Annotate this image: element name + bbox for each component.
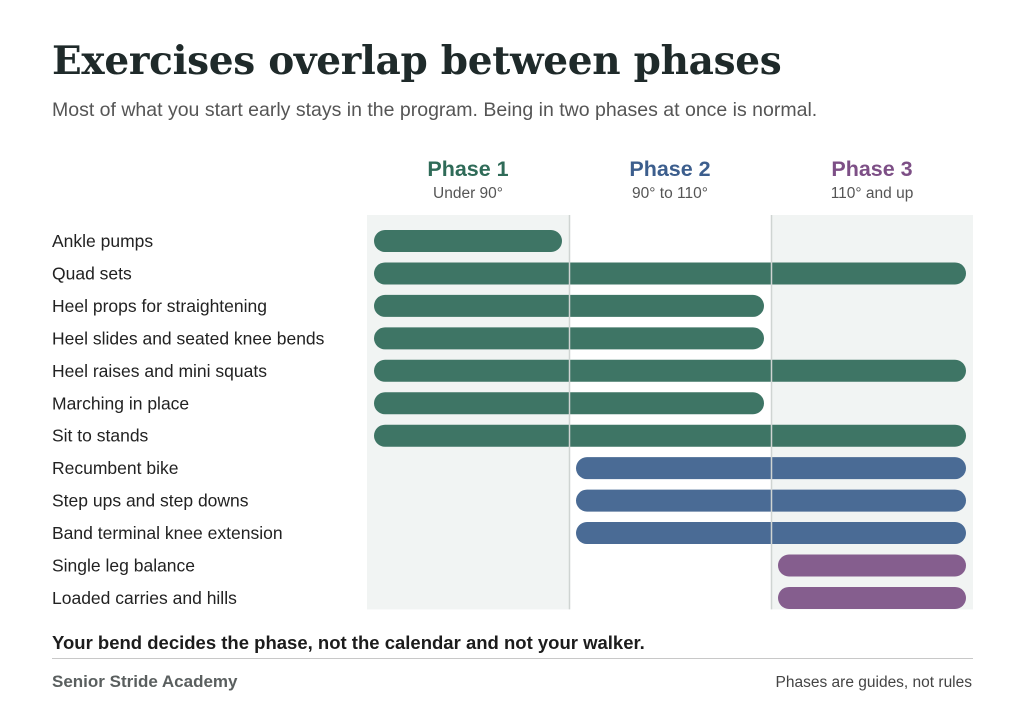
exercise-label: Heel slides and seated knee bends <box>52 328 325 348</box>
exercise-label: Quad sets <box>52 263 132 283</box>
footer-note: Your bend decides the phase, not the cal… <box>52 632 645 653</box>
exercise-label: Step ups and step downs <box>52 491 249 511</box>
exercise-bar <box>374 424 966 447</box>
phase-range-label-1: Under 90° <box>433 185 503 202</box>
exercise-bar <box>778 554 966 577</box>
exercise-bar <box>374 262 966 285</box>
phase-range-label-2: 90° to 110° <box>632 185 708 202</box>
exercise-bar <box>374 230 562 252</box>
exercise-label: Heel props for straightening <box>52 296 267 316</box>
page-title: Exercises overlap between phases <box>52 38 782 84</box>
footer-tagline: Phases are guides, not rules <box>775 674 972 691</box>
exercise-bar <box>374 359 966 382</box>
exercise-label: Band terminal knee extension <box>52 523 283 543</box>
phase-range-label-3: 110° and up <box>831 185 914 202</box>
exercise-label: Ankle pumps <box>52 231 153 251</box>
phase-header-3: Phase 3 <box>831 157 912 181</box>
exercise-label: Sit to stands <box>52 426 149 446</box>
brand-name: Senior Stride Academy <box>52 672 238 691</box>
exercise-label: Heel raises and mini squats <box>52 361 267 381</box>
exercise-label: Recumbent bike <box>52 458 178 478</box>
exercise-label: Loaded carries and hills <box>52 588 237 608</box>
exercise-label: Marching in place <box>52 393 189 413</box>
phase-header-1: Phase 1 <box>427 157 508 181</box>
page-subtitle: Most of what you start early stays in th… <box>52 99 818 121</box>
phase-header-2: Phase 2 <box>629 157 710 181</box>
exercise-label: Single leg balance <box>52 556 195 576</box>
exercise-bar <box>778 586 966 609</box>
footer-divider <box>52 658 973 659</box>
